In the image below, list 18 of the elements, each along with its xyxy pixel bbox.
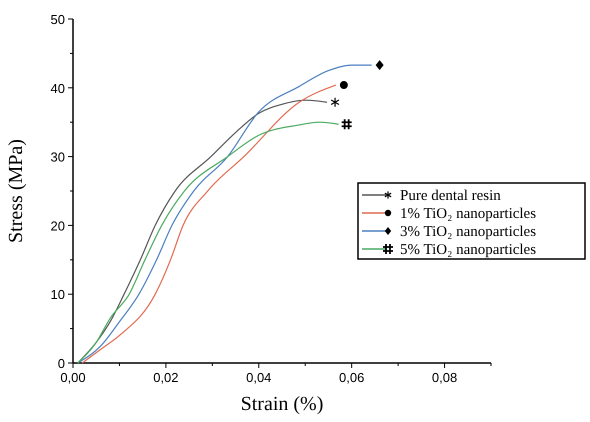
y-tick-label: 50: [50, 12, 65, 27]
y-tick-label: 30: [50, 150, 65, 165]
legend-label: 1% TiO₂ nanoparticles: [400, 206, 536, 222]
y-tick-label: 10: [50, 287, 65, 302]
legend-label: 5% TiO₂ nanoparticles: [400, 242, 536, 258]
line-series: [77, 64, 372, 364]
y-axis-title: Stress (MPa): [5, 139, 27, 243]
y-tick-label: 40: [50, 80, 65, 96]
x-tick-label: 0,08: [432, 370, 458, 385]
x-axis-title: Strain (%): [240, 393, 324, 415]
x-tick-label: 0,02: [153, 370, 179, 385]
x-tick-label: 0,00: [60, 370, 86, 385]
legend-label: 3% TiO₂ nanoparticles: [400, 224, 536, 240]
y-tick-label: 20: [50, 218, 65, 234]
y-tick-label: 0: [58, 356, 65, 371]
x-tick-label: 0,04: [246, 370, 272, 385]
x-tick-label: 0,06: [339, 370, 364, 385]
legend-label: Pure dental resin: [400, 188, 502, 204]
